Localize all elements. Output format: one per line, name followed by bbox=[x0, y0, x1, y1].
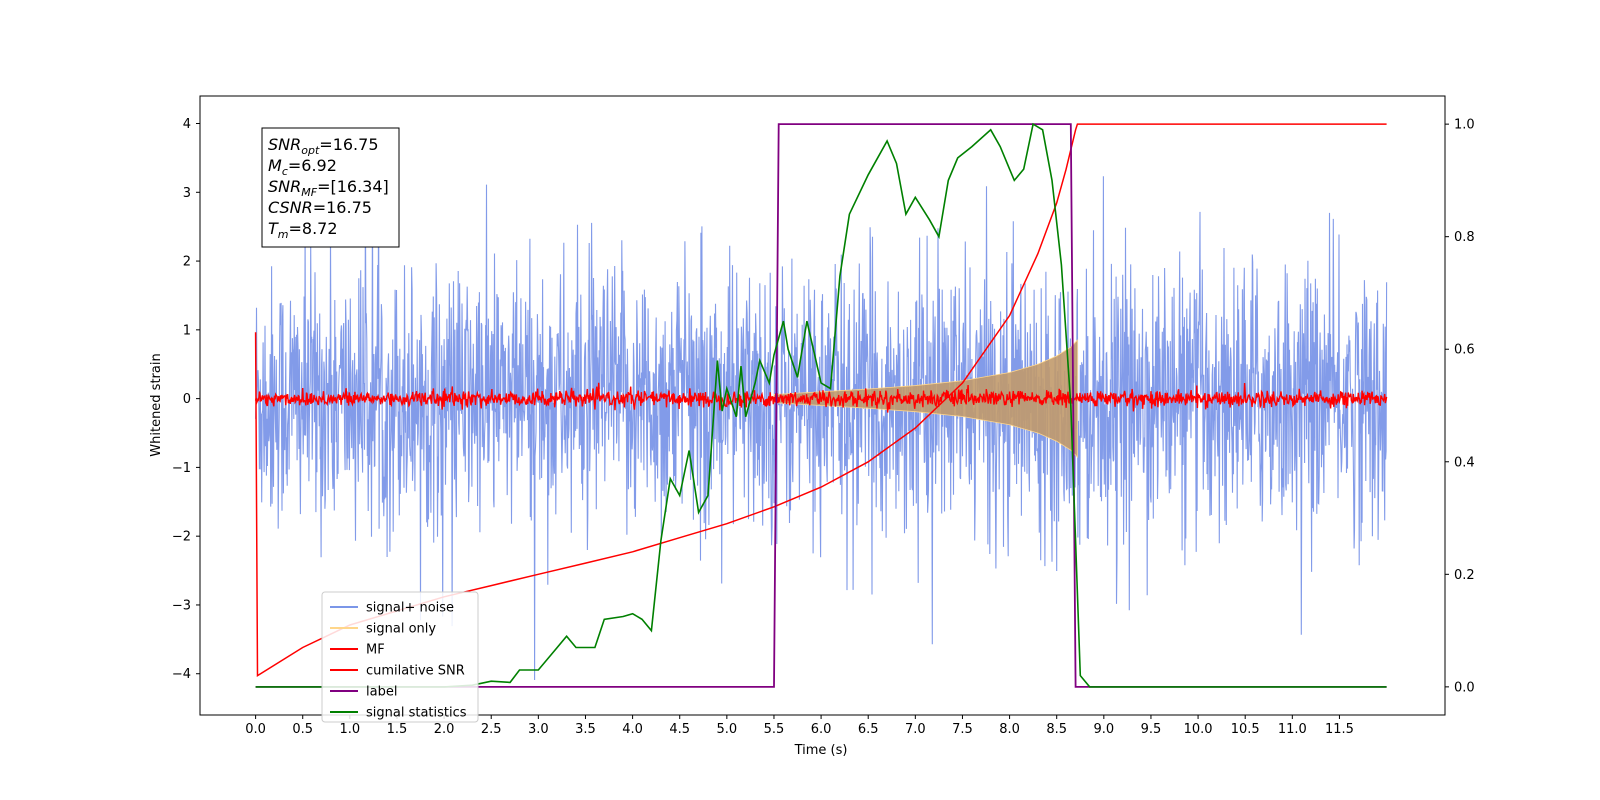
x-tick-label: 10.0 bbox=[1184, 722, 1213, 737]
x-axis-label: Time (s) bbox=[794, 743, 848, 758]
x-tick-label: 1.5 bbox=[387, 722, 408, 737]
y-tick-label-left: 2 bbox=[183, 255, 191, 270]
y-tick-label-left: 1 bbox=[183, 323, 191, 338]
series-mf bbox=[254, 382, 1388, 413]
x-tick-label: 5.0 bbox=[716, 722, 737, 737]
x-axis: 0.0 0.5 1.0 1.5 2.0 2.5 3.0 3.5 4.0 4.5 5.0 5.5 6.0 6… bbox=[245, 715, 1354, 737]
legend-label: MF bbox=[366, 643, 385, 658]
info-line: Tm=8.72 bbox=[268, 219, 338, 241]
x-tick-label: 4.5 bbox=[669, 722, 690, 737]
info-value: =16.75 bbox=[313, 198, 372, 217]
x-tick-label: 7.0 bbox=[905, 722, 926, 737]
series-layer bbox=[254, 122, 1388, 688]
info-value: =[16.34] bbox=[317, 177, 389, 196]
info-value: =8.72 bbox=[289, 219, 338, 238]
info-value: =16.75 bbox=[319, 135, 378, 154]
y-tick-label-right: 1.0 bbox=[1454, 118, 1475, 133]
x-tick-label: 1.0 bbox=[340, 722, 361, 737]
x-tick-label: 11.0 bbox=[1278, 722, 1307, 737]
x-tick-label: 8.5 bbox=[1046, 722, 1067, 737]
info-symbol: M bbox=[268, 156, 282, 175]
series-signal-noise bbox=[255, 149, 1388, 681]
y-tick-label-left: −1 bbox=[172, 461, 191, 476]
x-tick-label: 9.5 bbox=[1141, 722, 1162, 737]
y-tick-label-right: 0.2 bbox=[1454, 568, 1475, 583]
info-symbol: T bbox=[268, 219, 279, 238]
plot-frame bbox=[199, 95, 1446, 716]
info-subscript: m bbox=[278, 228, 289, 241]
x-tick-label: 4.0 bbox=[622, 722, 643, 737]
info-line: SNRMF=[16.34] bbox=[268, 177, 389, 199]
y-axis-right: 0.0 0.2 0.4 0.6 0.8 1.0 bbox=[1445, 118, 1475, 695]
legend-label: signal+ noise bbox=[366, 601, 454, 616]
legend: signal+ noise signal only MF cumilative SNR… bbox=[321, 591, 479, 723]
y-tick-label-left: −4 bbox=[172, 667, 191, 682]
info-value: =6.92 bbox=[288, 156, 337, 175]
info-line: SNRopt=16.75 bbox=[268, 135, 379, 157]
series-signal-statistics bbox=[255, 122, 1387, 688]
x-tick-label: 6.5 bbox=[858, 722, 879, 737]
y-axis-left: −4 −3 −2 −1 0 1 2 3 4 bbox=[172, 117, 200, 682]
y-tick-label-right: 0.8 bbox=[1454, 230, 1475, 245]
x-tick-label: 7.5 bbox=[952, 722, 973, 737]
x-tick-label: 6.0 bbox=[811, 722, 832, 737]
x-tick-label: 10.5 bbox=[1231, 722, 1260, 737]
y-tick-label-left: −2 bbox=[172, 530, 191, 545]
x-tick-label: 2.5 bbox=[481, 722, 502, 737]
info-subscript: opt bbox=[301, 144, 320, 157]
info-symbol: CSNR bbox=[268, 198, 313, 217]
x-tick-label: 0.5 bbox=[292, 722, 313, 737]
legend-label: cumilative SNR bbox=[366, 664, 465, 679]
x-tick-label: 3.5 bbox=[575, 722, 596, 737]
x-tick-label: 11.5 bbox=[1325, 722, 1354, 737]
info-symbol: SNR bbox=[268, 177, 301, 196]
y-tick-label-right: 0.6 bbox=[1454, 343, 1475, 358]
info-box: SNRopt=16.75Mc=6.92SNRMF=[16.34]CSNR=16.… bbox=[261, 127, 400, 248]
x-tick-label: 9.0 bbox=[1093, 722, 1114, 737]
x-tick-label: 8.0 bbox=[999, 722, 1020, 737]
info-line: CSNR=16.75 bbox=[268, 198, 372, 217]
legend-label: label bbox=[366, 685, 397, 700]
y-axis-label: Whitened strain bbox=[149, 353, 164, 456]
y-tick-label-left: −3 bbox=[172, 598, 191, 613]
info-line: Mc=6.92 bbox=[268, 156, 337, 178]
x-tick-label: 5.5 bbox=[764, 722, 785, 737]
info-symbol: SNR bbox=[268, 135, 301, 154]
y-tick-label-right: 0.4 bbox=[1454, 455, 1475, 470]
info-subscript: c bbox=[282, 165, 288, 178]
info-subscript: MF bbox=[301, 186, 317, 199]
legend-label: signal statistics bbox=[366, 706, 467, 721]
y-tick-label-right: 0.0 bbox=[1454, 680, 1475, 695]
legend-label: signal only bbox=[366, 622, 436, 637]
y-tick-label-left: 4 bbox=[183, 117, 191, 132]
y-tick-label-left: 0 bbox=[183, 392, 191, 407]
x-tick-label: 0.0 bbox=[245, 722, 266, 737]
y-tick-label-left: 3 bbox=[183, 186, 191, 201]
x-tick-label: 2.0 bbox=[434, 722, 455, 737]
x-tick-label: 3.0 bbox=[528, 722, 549, 737]
